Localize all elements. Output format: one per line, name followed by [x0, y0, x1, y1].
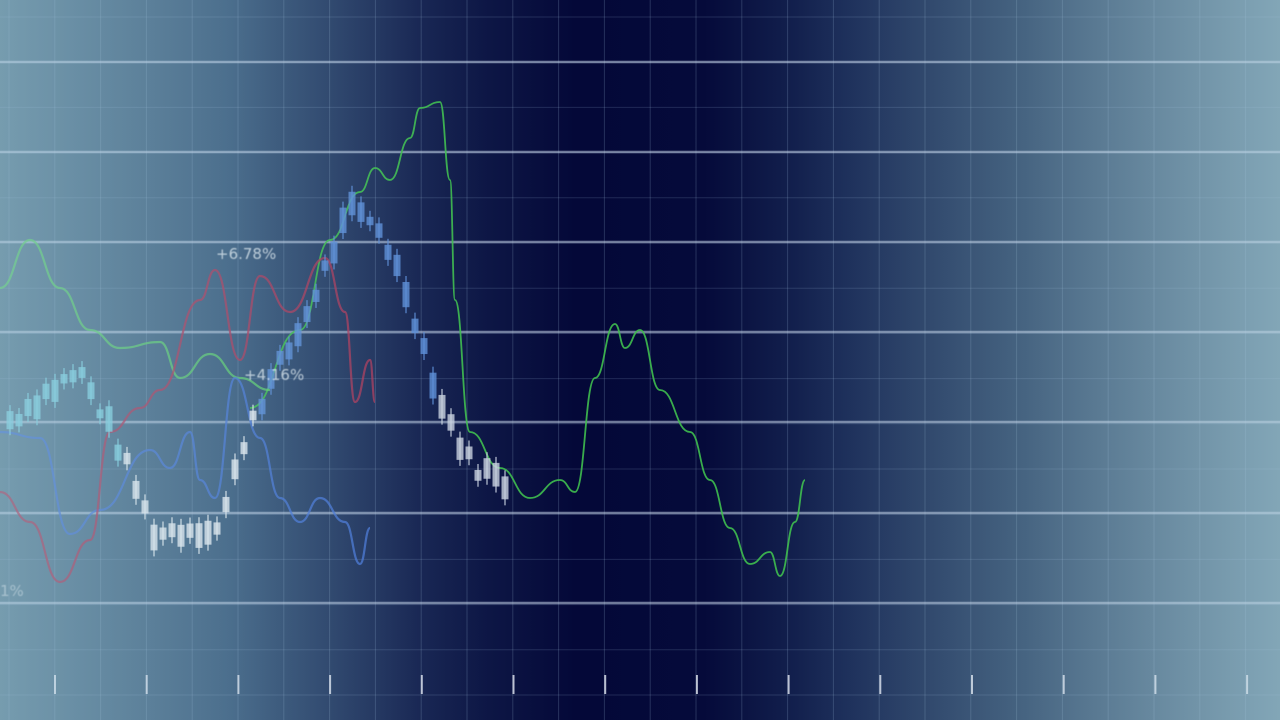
candle-body: [474, 469, 482, 481]
candle-body: [375, 223, 383, 238]
candle-body: [249, 410, 257, 421]
candle-body: [312, 289, 320, 302]
candle-body: [51, 379, 59, 402]
candle-body: [105, 406, 113, 432]
candle-body: [204, 520, 212, 545]
candle-body: [447, 414, 455, 431]
candle-body: [438, 394, 446, 419]
candle-body: [384, 244, 392, 260]
candle-body: [330, 241, 338, 264]
candle-body: [303, 306, 311, 323]
candle-body: [339, 207, 347, 234]
series-line: [0, 256, 377, 584]
candle-body: [285, 342, 293, 360]
candle-body: [186, 523, 194, 538]
candle-body: [240, 442, 248, 455]
candle-body: [231, 459, 239, 480]
candle-body: [177, 524, 185, 547]
candle-body: [60, 374, 68, 384]
candle-body: [456, 437, 464, 460]
candle-body: [132, 480, 140, 499]
candle-body: [96, 409, 104, 419]
candle-body: [429, 372, 437, 399]
candle-body: [357, 202, 365, 222]
series-line: [0, 376, 372, 566]
candle-body: [15, 413, 23, 427]
candle-body: [483, 458, 491, 479]
candle-body: [150, 524, 158, 551]
candle-body: [258, 398, 266, 415]
candle-body: [195, 523, 203, 548]
candle-body: [276, 350, 284, 365]
series-line: [249, 101, 806, 577]
annotation-label: +4.16%: [244, 366, 305, 384]
candle-body: [294, 323, 302, 347]
candle-body: [33, 395, 41, 420]
candle-body: [42, 383, 50, 400]
candle-body: [348, 191, 356, 216]
candle-body: [69, 370, 77, 383]
candle-body: [402, 281, 410, 308]
candle-body: [411, 318, 419, 334]
candle-body: [213, 522, 221, 535]
candle-body: [465, 446, 473, 460]
candle-body: [141, 500, 149, 514]
candle-body: [492, 462, 500, 487]
candle-body: [6, 411, 14, 430]
candle-body: [123, 452, 131, 465]
candle-body: [393, 254, 401, 277]
candle-body: [159, 527, 167, 540]
candle-body: [501, 476, 509, 500]
candle-body: [420, 338, 428, 355]
candle-body: [168, 523, 176, 538]
candle-body: [366, 216, 374, 226]
annotation-label: 1%: [0, 582, 24, 600]
candle-body: [24, 398, 32, 417]
candle-body: [78, 367, 86, 378]
candle-body: [87, 382, 95, 400]
candle-body: [267, 369, 275, 389]
candle-body: [114, 444, 122, 461]
annotation-label: +6.78%: [216, 245, 277, 263]
candle-body: [222, 496, 230, 513]
candle-body: [321, 260, 329, 271]
series-line: [0, 238, 271, 392]
